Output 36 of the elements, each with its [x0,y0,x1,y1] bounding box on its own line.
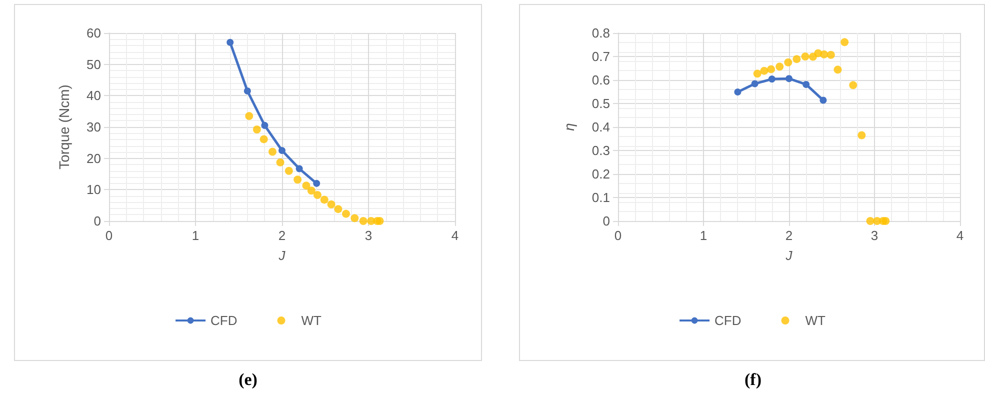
y-tick-label: 0.4 [592,120,610,134]
x-tick-label: 0 [614,228,622,243]
y-tick-label: 50 [86,56,101,72]
y-tick-label: 20 [86,150,101,166]
text: (f) [744,370,762,390]
y-tick-label: 10 [86,182,101,198]
x-axis-title: J [784,248,793,263]
y-tick-label: 0.5 [592,96,610,111]
x-tick-label: 3 [364,228,372,243]
x-tick-label: 3 [870,228,878,243]
y-axis-title: Torque (Ncm) [56,84,72,170]
x-tick-label: 4 [451,228,459,243]
legend-label: WT [301,313,322,328]
x-tick-label: 1 [192,228,200,243]
x-tick-label: 1 [700,228,708,243]
x-tick-label: 2 [785,228,793,243]
text: (e) [238,370,258,390]
x-tick-label: 0 [105,228,113,243]
y-tick-label: 0.1 [592,190,610,205]
y-tick-label: 0.8 [592,26,610,40]
y-tick-label: 40 [86,88,101,104]
y-tick-label: 60 [86,26,101,40]
y-tick-label: 0.2 [592,166,610,182]
x-tick-label: 2 [278,228,286,243]
legend-label: CFD [210,313,238,328]
x-axis-title: J [278,248,286,263]
y-tick-label: 30 [86,120,101,134]
legend-label: WT [805,313,826,328]
y-tick-label: 0 [94,214,101,228]
y-tick-label: 0.7 [592,49,610,64]
y-tick-label: 0.3 [592,143,610,158]
y-tick-label: 0.6 [592,72,610,88]
y-axis-title: η [561,122,577,131]
x-tick-label: 4 [956,228,964,243]
y-tick-label: 0 [602,214,610,228]
legend-label: CFD [714,313,742,328]
